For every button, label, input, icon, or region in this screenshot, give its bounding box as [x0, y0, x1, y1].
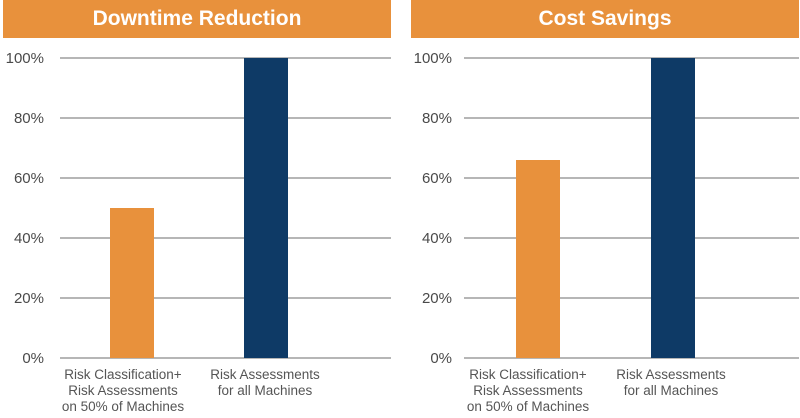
chart-panel-cost-savings: Cost Savings 0% 20% 40% 60% 80% 100% Risk Cla…	[411, 0, 799, 418]
y-tick-label: 20%	[422, 290, 452, 307]
chart-title: Downtime Reduction	[92, 7, 302, 30]
y-tick-label: 0%	[430, 350, 452, 367]
y-tick-label: 0%	[22, 350, 44, 367]
category-label: Risk Classification+ Risk Assessments on…	[466, 367, 590, 414]
category-label: Risk Assessments for all Machines	[210, 367, 320, 398]
chart-title: Cost Savings	[538, 7, 672, 30]
bar-chart-cost-savings: 0% 20% 40% 60% 80% 100%	[414, 50, 799, 367]
y-tick-label: 80%	[422, 110, 452, 127]
bar-risk-assessments	[244, 58, 288, 358]
y-tick-label: 60%	[14, 170, 44, 187]
y-tick-label: 60%	[422, 170, 452, 187]
bar-chart-downtime: 0% 20% 40% 60% 80% 100%	[6, 50, 391, 367]
bar-risk-classification	[516, 160, 560, 358]
chart-title-banner: Cost Savings	[411, 0, 799, 38]
y-tick-label: 80%	[14, 110, 44, 127]
y-tick-label: 40%	[14, 230, 44, 247]
chart-title-banner: Downtime Reduction	[3, 0, 391, 38]
y-tick-label: 20%	[14, 290, 44, 307]
category-label: Risk Assessments for all Machines	[616, 367, 726, 398]
bar-risk-classification	[110, 208, 154, 358]
y-tick-label: 40%	[422, 230, 452, 247]
category-label: Risk Classification+ Risk Assessments on…	[61, 367, 185, 414]
y-tick-label: 100%	[414, 50, 452, 67]
y-tick-label: 100%	[6, 50, 44, 67]
chart-panel-downtime: Downtime Reduction 0% 20% 40% 60% 80% 100% Ri…	[3, 0, 391, 418]
bar-risk-assessments	[651, 58, 695, 358]
